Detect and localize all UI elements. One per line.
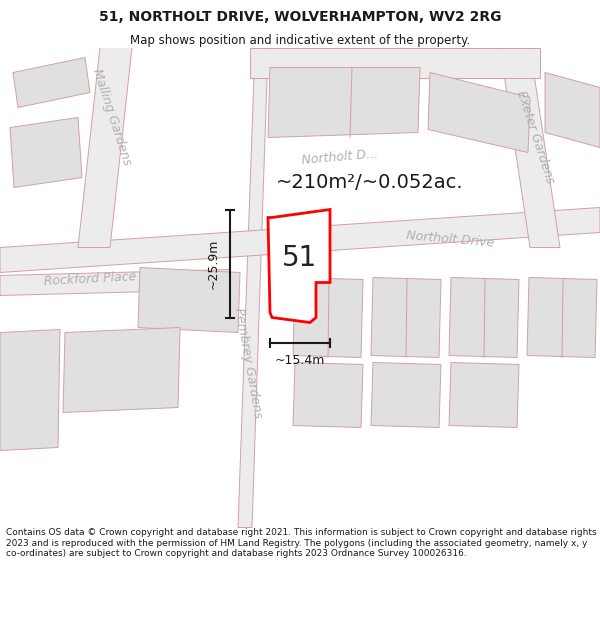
Polygon shape bbox=[527, 278, 597, 358]
Text: ~15.4m: ~15.4m bbox=[275, 354, 325, 367]
Text: Contains OS data © Crown copyright and database right 2021. This information is : Contains OS data © Crown copyright and d… bbox=[6, 528, 596, 558]
Polygon shape bbox=[0, 208, 600, 272]
Polygon shape bbox=[500, 48, 560, 248]
Polygon shape bbox=[10, 118, 82, 188]
Polygon shape bbox=[63, 328, 180, 412]
Polygon shape bbox=[449, 278, 519, 358]
Polygon shape bbox=[268, 209, 330, 322]
Polygon shape bbox=[0, 269, 230, 296]
Text: Malling Gardens: Malling Gardens bbox=[90, 68, 134, 168]
Polygon shape bbox=[138, 268, 240, 332]
Polygon shape bbox=[371, 362, 441, 428]
Polygon shape bbox=[371, 278, 441, 358]
Polygon shape bbox=[0, 329, 60, 451]
Polygon shape bbox=[545, 72, 600, 148]
Polygon shape bbox=[0, 48, 600, 528]
Polygon shape bbox=[13, 58, 90, 108]
Text: Northolt D...: Northolt D... bbox=[301, 148, 379, 168]
Text: 51, NORTHOLT DRIVE, WOLVERHAMPTON, WV2 2RG: 51, NORTHOLT DRIVE, WOLVERHAMPTON, WV2 2… bbox=[99, 10, 501, 24]
Polygon shape bbox=[78, 48, 132, 248]
Text: ~210m²/~0.052ac.: ~210m²/~0.052ac. bbox=[276, 173, 464, 192]
Polygon shape bbox=[238, 48, 268, 528]
Polygon shape bbox=[250, 48, 540, 78]
Polygon shape bbox=[449, 362, 519, 428]
Text: Pembrey Gardens: Pembrey Gardens bbox=[232, 306, 264, 419]
Text: Northolt Drive: Northolt Drive bbox=[406, 229, 494, 250]
Polygon shape bbox=[268, 68, 420, 138]
Text: ~25.9m: ~25.9m bbox=[207, 238, 220, 289]
Text: Map shows position and indicative extent of the property.: Map shows position and indicative extent… bbox=[130, 34, 470, 47]
Polygon shape bbox=[293, 278, 363, 358]
Polygon shape bbox=[293, 362, 363, 428]
Polygon shape bbox=[428, 72, 530, 152]
Text: Rockford Place: Rockford Place bbox=[43, 271, 137, 288]
Text: 51: 51 bbox=[283, 244, 317, 271]
Text: Exeter Gardens: Exeter Gardens bbox=[514, 89, 556, 186]
